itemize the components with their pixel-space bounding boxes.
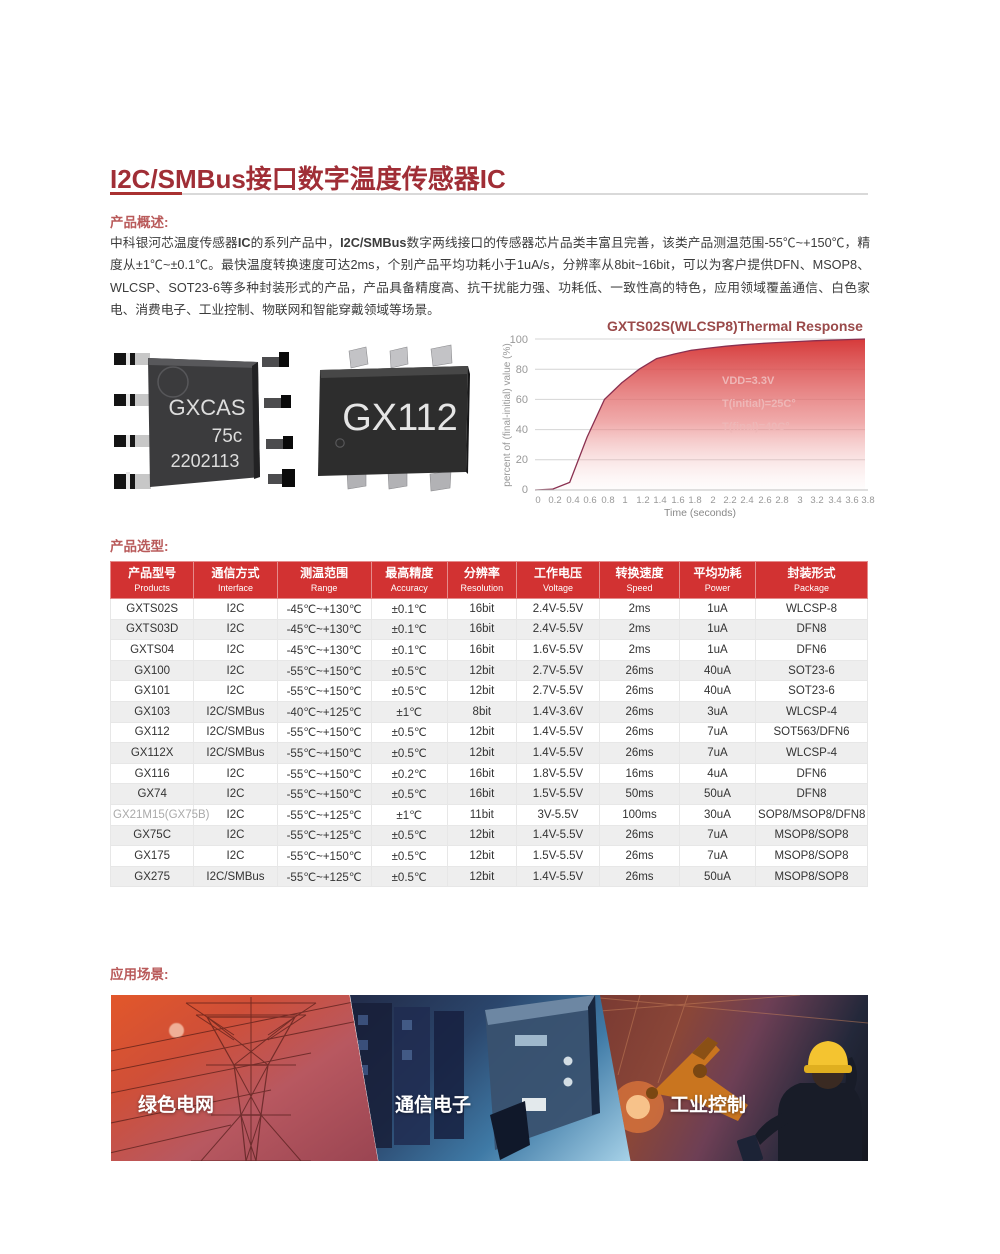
svg-text:0.2: 0.2 — [548, 495, 561, 506]
svg-text:percent of (final-initial) va: percent of (final-initial) value (%) — [502, 343, 513, 486]
svg-text:VDD=3.3V: VDD=3.3V — [722, 375, 775, 387]
svg-text:0.6: 0.6 — [583, 495, 596, 506]
svg-text:100: 100 — [510, 334, 528, 346]
svg-text:1.4: 1.4 — [653, 495, 666, 506]
svg-text:3: 3 — [797, 495, 802, 506]
svg-text:40: 40 — [516, 424, 528, 436]
svg-text:1: 1 — [622, 495, 627, 506]
svg-text:3.6: 3.6 — [845, 495, 858, 506]
svg-text:GXCAS: GXCAS — [168, 395, 245, 420]
svg-text:80: 80 — [516, 364, 528, 376]
svg-text:0: 0 — [522, 484, 528, 496]
svg-text:1.2: 1.2 — [636, 495, 649, 506]
svg-text:3.8: 3.8 — [861, 495, 874, 506]
svg-text:Time (seconds): Time (seconds) — [664, 507, 736, 519]
svg-text:2.4: 2.4 — [740, 495, 753, 506]
svg-text:2.2: 2.2 — [723, 495, 736, 506]
svg-text:2202113: 2202113 — [171, 451, 240, 471]
svg-text:T(initial)=25C°: T(initial)=25C° — [722, 398, 796, 410]
svg-text:GX112: GX112 — [342, 397, 457, 439]
svg-text:2.8: 2.8 — [775, 495, 788, 506]
svg-text:2.6: 2.6 — [758, 495, 771, 506]
svg-text:0.8: 0.8 — [601, 495, 614, 506]
svg-text:20: 20 — [516, 454, 528, 466]
svg-text:3.2: 3.2 — [810, 495, 823, 506]
svg-text:1.8: 1.8 — [688, 495, 701, 506]
svg-text:75c: 75c — [212, 426, 243, 447]
svg-text:T(final)=40C°: T(final)=40C° — [722, 421, 790, 433]
svg-text:1.6: 1.6 — [671, 495, 684, 506]
svg-text:60: 60 — [516, 394, 528, 406]
svg-text:2: 2 — [710, 495, 715, 506]
svg-text:0: 0 — [535, 495, 540, 506]
svg-text:3.4: 3.4 — [828, 495, 841, 506]
svg-text:0.4: 0.4 — [566, 495, 579, 506]
